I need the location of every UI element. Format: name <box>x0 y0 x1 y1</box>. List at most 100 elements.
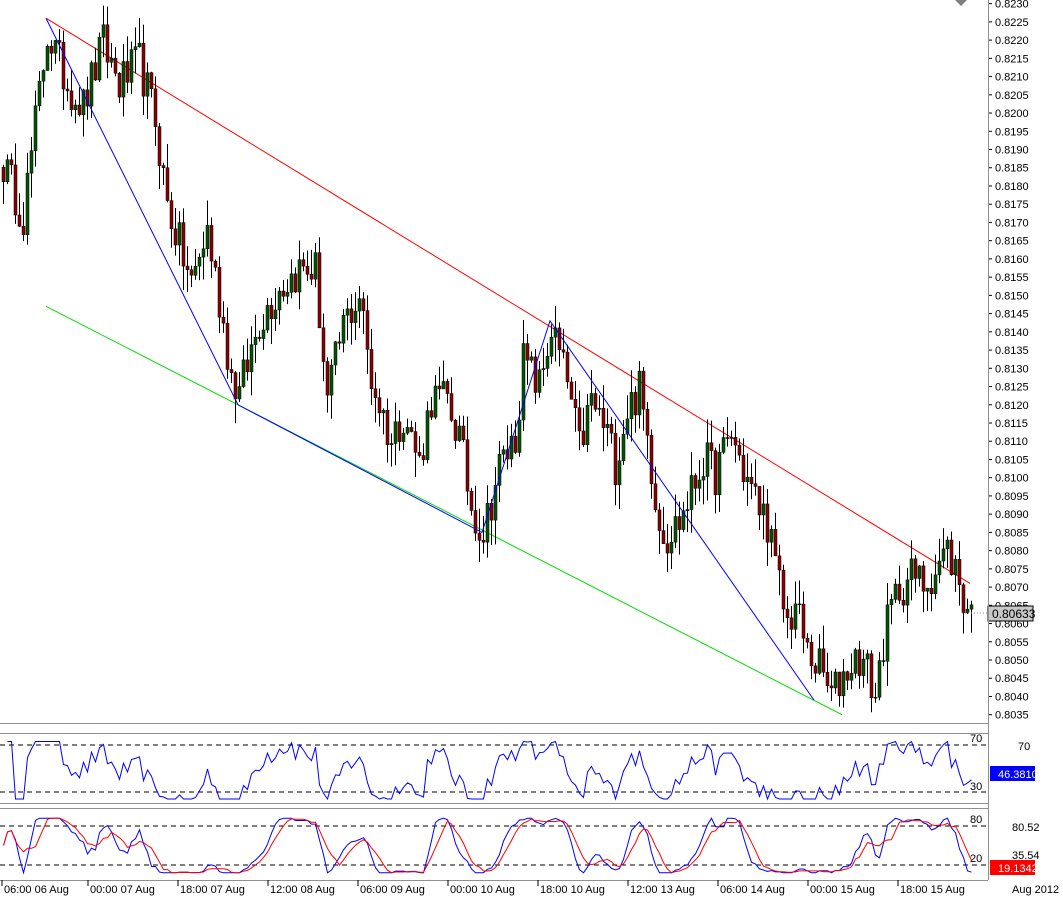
candle-body[interactable] <box>93 62 98 81</box>
candle-body[interactable] <box>713 450 718 496</box>
candle-body[interactable] <box>801 603 806 639</box>
candle-body[interactable] <box>301 259 306 267</box>
candle-body[interactable] <box>465 439 470 492</box>
candle-body[interactable] <box>133 46 138 50</box>
candle-body[interactable] <box>781 569 786 610</box>
candle-body[interactable] <box>117 73 122 98</box>
candle-body[interactable] <box>145 72 150 97</box>
candle-body[interactable] <box>513 435 518 453</box>
candle-body[interactable] <box>41 70 46 82</box>
candle-body[interactable] <box>765 503 770 543</box>
candle-body[interactable] <box>101 24 106 38</box>
candle-body[interactable] <box>69 90 74 110</box>
candle-body[interactable] <box>741 454 746 482</box>
candle-body[interactable] <box>725 437 730 439</box>
candle-body[interactable] <box>229 369 234 373</box>
candle-body[interactable] <box>373 388 378 398</box>
candle-body[interactable] <box>613 432 618 486</box>
candle-body[interactable] <box>553 327 558 338</box>
candle-body[interactable] <box>185 265 190 270</box>
candle-body[interactable] <box>893 583 898 600</box>
candle-body[interactable] <box>45 45 50 71</box>
candle-body[interactable] <box>721 437 726 453</box>
candle-body[interactable] <box>285 292 290 297</box>
candle-body[interactable] <box>77 104 82 116</box>
candle-body[interactable] <box>365 310 370 350</box>
candle-body[interactable] <box>657 509 662 531</box>
candle-body[interactable] <box>813 665 818 674</box>
candle-body[interactable] <box>401 432 406 442</box>
candle-body[interactable] <box>645 408 650 436</box>
candle-body[interactable] <box>213 260 218 268</box>
candle-body[interactable] <box>653 483 658 511</box>
candle-body[interactable] <box>937 560 942 576</box>
candle-body[interactable] <box>837 671 842 697</box>
candle-body[interactable] <box>377 397 382 414</box>
candle-body[interactable] <box>261 329 266 339</box>
candle-body[interactable] <box>925 587 930 592</box>
candle-body[interactable] <box>905 579 910 606</box>
candle-body[interactable] <box>641 370 646 410</box>
candle-body[interactable] <box>557 327 562 351</box>
candle-body[interactable] <box>953 559 958 575</box>
candle-body[interactable] <box>857 649 862 676</box>
candle-body[interactable] <box>89 62 94 107</box>
candle-body[interactable] <box>429 410 434 418</box>
candle-body[interactable] <box>829 685 834 689</box>
candle-body[interactable] <box>337 341 342 344</box>
candle-body[interactable] <box>73 104 78 110</box>
candle-body[interactable] <box>577 407 582 432</box>
candle-body[interactable] <box>793 603 798 630</box>
candle-body[interactable] <box>393 421 398 444</box>
candle-body[interactable] <box>9 159 14 166</box>
candle-body[interactable] <box>601 407 606 428</box>
candle-body[interactable] <box>921 565 926 592</box>
candle-body[interactable] <box>605 424 610 428</box>
candle-body[interactable] <box>157 126 162 166</box>
candle-body[interactable] <box>209 225 214 262</box>
candle-body[interactable] <box>749 476 754 484</box>
candle-body[interactable] <box>617 460 622 486</box>
candle-body[interactable] <box>397 421 402 442</box>
candle-body[interactable] <box>625 418 630 435</box>
candle-body[interactable] <box>325 361 330 396</box>
candle-body[interactable] <box>929 587 934 595</box>
candle-body[interactable] <box>649 435 654 485</box>
candle-body[interactable] <box>909 558 914 581</box>
candle-body[interactable] <box>21 226 26 236</box>
candle-body[interactable] <box>821 648 826 673</box>
candle-body[interactable] <box>357 298 362 312</box>
candle-body[interactable] <box>109 57 114 63</box>
candle-body[interactable] <box>425 410 430 460</box>
candle-body[interactable] <box>1 166 6 182</box>
candle-body[interactable] <box>221 316 226 324</box>
candle-body[interactable] <box>485 503 490 543</box>
candle-body[interactable] <box>257 336 262 339</box>
candle-body[interactable] <box>113 57 118 74</box>
candle-body[interactable] <box>525 343 530 361</box>
candlestick-series[interactable] <box>1 5 974 713</box>
candle-body[interactable] <box>149 72 154 90</box>
candle-body[interactable] <box>193 265 198 276</box>
candle-body[interactable] <box>225 322 230 370</box>
candle-body[interactable] <box>317 252 322 329</box>
candle-body[interactable] <box>17 214 22 227</box>
candle-body[interactable] <box>129 49 134 83</box>
candle-body[interactable] <box>461 425 466 440</box>
candle-body[interactable] <box>25 172 30 236</box>
candle-body[interactable] <box>33 105 38 151</box>
candle-body[interactable] <box>877 660 882 698</box>
candle-body[interactable] <box>457 425 462 441</box>
candle-body[interactable] <box>253 336 258 345</box>
candle-body[interactable] <box>873 696 878 699</box>
candle-body[interactable] <box>389 443 394 445</box>
candle-body[interactable] <box>817 648 822 674</box>
candle-body[interactable] <box>949 539 954 575</box>
candle-body[interactable] <box>369 349 374 389</box>
candle-body[interactable] <box>773 529 778 557</box>
candle-body[interactable] <box>349 308 354 323</box>
candle-body[interactable] <box>833 671 838 689</box>
candle-body[interactable] <box>265 305 270 331</box>
candle-body[interactable] <box>161 165 166 168</box>
candle-body[interactable] <box>417 452 422 456</box>
